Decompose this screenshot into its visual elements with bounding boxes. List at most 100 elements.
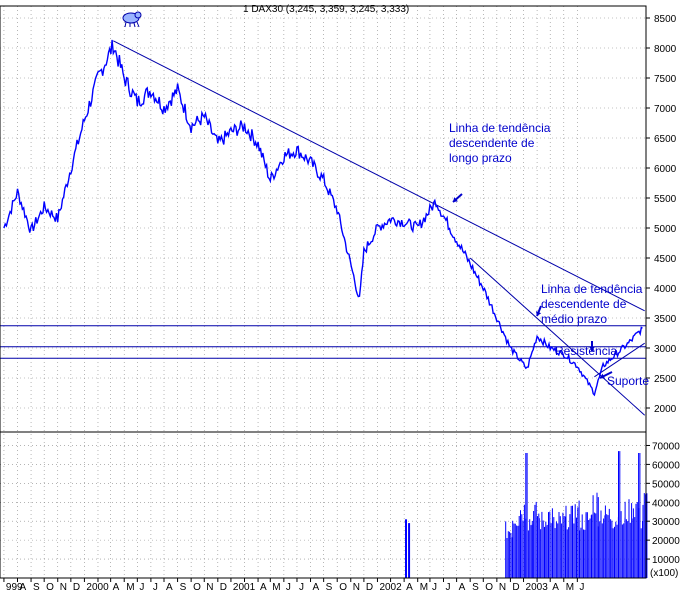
x-tick-label: D (73, 582, 80, 592)
volume-bar (577, 507, 579, 578)
volume-bar (628, 499, 630, 578)
annotation-line: médio prazo (541, 312, 607, 326)
trendline (113, 40, 645, 312)
y-axis: 2000 2500 3000 3500 4000 4500 5000 5500 6000 6500… (646, 14, 680, 579)
annotation-line: longo prazo (449, 151, 512, 165)
volume-bar (550, 523, 552, 578)
annotation: Linha de tendência descendente de médio pr… (541, 282, 643, 326)
x-tick-label: A (406, 582, 413, 592)
volume-bar (545, 526, 547, 578)
volume-bar (585, 512, 587, 578)
volume-bar (611, 528, 613, 578)
volume-bar (638, 453, 640, 578)
annotation-arrows (452, 193, 613, 379)
y-tick-label: 7500 (654, 74, 677, 85)
volume-bar (608, 508, 610, 578)
x-tick-label: D (512, 582, 519, 592)
x-tick-label: J (139, 582, 144, 592)
volume-bar (616, 524, 618, 578)
volume-bar (535, 501, 537, 578)
volume-bars (405, 451, 648, 578)
volume-bar (625, 519, 627, 578)
volume-bar (574, 504, 576, 578)
volume-bar (557, 523, 559, 578)
volume-bar (565, 505, 567, 578)
volume-bar (544, 526, 545, 578)
annotation: Suporte (607, 374, 649, 388)
x-tick-label: N (60, 582, 67, 592)
annotation-line: Suporte (607, 374, 649, 388)
volume-bar (552, 520, 553, 578)
x-tick-label: 2000 (86, 582, 109, 592)
volume-bar (588, 520, 590, 578)
y-tick-label: 4000 (654, 284, 677, 295)
y-tick-label: 7000 (654, 104, 677, 115)
volume-bar (635, 503, 637, 578)
volume-bar (595, 513, 597, 578)
trendline (469, 257, 646, 416)
volume-bar (554, 528, 556, 578)
x-tick-label: O (339, 582, 347, 592)
y-tick-label: 8500 (654, 14, 677, 25)
volume-bar (549, 511, 551, 578)
volume-bar (534, 504, 536, 578)
volume-bar (546, 524, 548, 578)
x-tick-label: M (566, 582, 574, 592)
volume-bar (405, 519, 408, 578)
volume-bar (555, 521, 557, 578)
volume-bar (525, 453, 527, 578)
volume-bar (621, 524, 623, 578)
volume-bar (601, 523, 603, 578)
volume-tick-label: 60000 (652, 460, 680, 471)
x-tick-label: O (193, 582, 201, 592)
volume-bar (623, 523, 625, 578)
x-tick-label: J (153, 582, 158, 592)
x-tick-label: S (472, 582, 479, 592)
price-line (3, 39, 643, 397)
y-tick-label: 8000 (654, 44, 677, 55)
volume-bar (573, 523, 575, 578)
x-tick-label: A (313, 582, 320, 592)
volume-bar (563, 516, 565, 578)
annotation-line: Linha de tendência (449, 121, 551, 135)
volume-bar (632, 508, 634, 578)
plot-frames (0, 5, 647, 579)
volume-plot-frame (0, 431, 647, 579)
y-tick-label: 5000 (654, 224, 677, 235)
volume-bar (542, 520, 544, 578)
volume-bar (604, 505, 606, 578)
volume-bar (516, 525, 518, 578)
volume-bar (639, 453, 641, 578)
volume-bar (533, 511, 535, 578)
volume-bar (514, 523, 516, 578)
annotations: Linha de tendência descendente de longo pr… (449, 121, 649, 388)
volume-bar (603, 518, 605, 578)
x-tick-label: S (180, 582, 187, 592)
volume-bar (530, 525, 532, 578)
price-series (3, 39, 643, 397)
x-tick-label: S (326, 582, 333, 592)
volume-bar (636, 502, 638, 578)
y-tick-label: 2000 (654, 404, 677, 415)
annotation: Resistência (555, 344, 617, 358)
x-tick-label: 2001 (233, 582, 256, 592)
volume-bar (584, 529, 586, 578)
volume-bar (531, 524, 533, 578)
volume-bar (629, 522, 631, 578)
volume-bar (408, 523, 411, 578)
volume-bar (631, 518, 633, 578)
x-tick-label: O (485, 582, 493, 592)
volume-bar (506, 538, 508, 578)
volume-bar (559, 516, 561, 578)
volume-bar (522, 520, 524, 578)
x-tick-label: N (353, 582, 360, 592)
volume-bar (597, 526, 599, 578)
volume-bar (558, 512, 560, 578)
bull-icon (122, 11, 142, 28)
annotation-line: Linha de tendência (541, 282, 643, 296)
volume-bar (614, 526, 615, 578)
annotation-line: descendente de (541, 297, 627, 311)
volume-tick-label: 70000 (652, 441, 680, 452)
volume-bar (569, 514, 571, 578)
volume-tick-label: 30000 (652, 517, 680, 528)
